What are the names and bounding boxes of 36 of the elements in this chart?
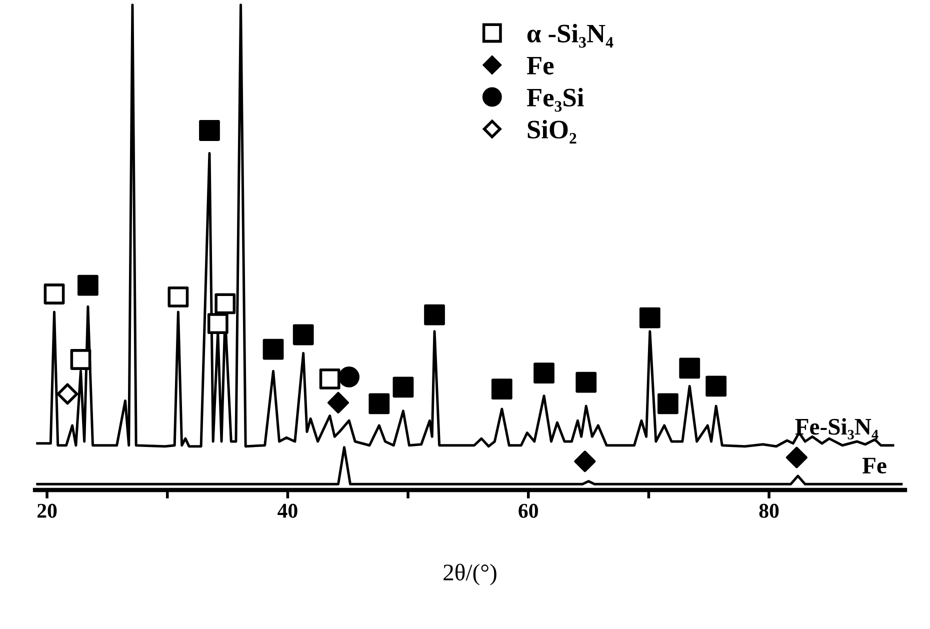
point	[392, 376, 414, 398]
x-axis-title: 2θ/(°)	[444, 564, 496, 586]
series-label: Fe-Si₃N₄	[795, 418, 878, 440]
x-tick-label: 20	[37, 504, 57, 518]
x-tick-label: 40	[278, 504, 298, 518]
point	[679, 358, 700, 379]
point	[168, 286, 189, 308]
point	[534, 362, 554, 384]
x-tick-label: 60	[518, 504, 538, 518]
point	[368, 393, 390, 414]
point	[214, 293, 236, 314]
point	[44, 284, 65, 304]
legend-label: SiO₂	[528, 120, 576, 144]
point	[576, 372, 597, 393]
x-tick-label: 80	[759, 504, 779, 518]
point	[574, 450, 596, 472]
point	[639, 307, 660, 328]
point	[292, 324, 314, 346]
legend-label: Fe	[526, 56, 554, 74]
point	[328, 392, 349, 414]
point	[491, 378, 512, 400]
point	[338, 366, 360, 388]
legend-label: α -Si₃N₄	[527, 24, 614, 48]
point	[56, 383, 78, 405]
point	[207, 313, 228, 334]
point	[70, 349, 92, 370]
point	[319, 368, 340, 390]
point	[262, 338, 284, 360]
legend-label: Fe₃Si	[526, 88, 584, 112]
point	[658, 393, 678, 414]
series-label: Fe	[862, 458, 886, 474]
point	[706, 376, 727, 397]
point	[78, 274, 98, 296]
point	[424, 304, 445, 326]
point	[199, 120, 220, 141]
point	[786, 446, 808, 468]
